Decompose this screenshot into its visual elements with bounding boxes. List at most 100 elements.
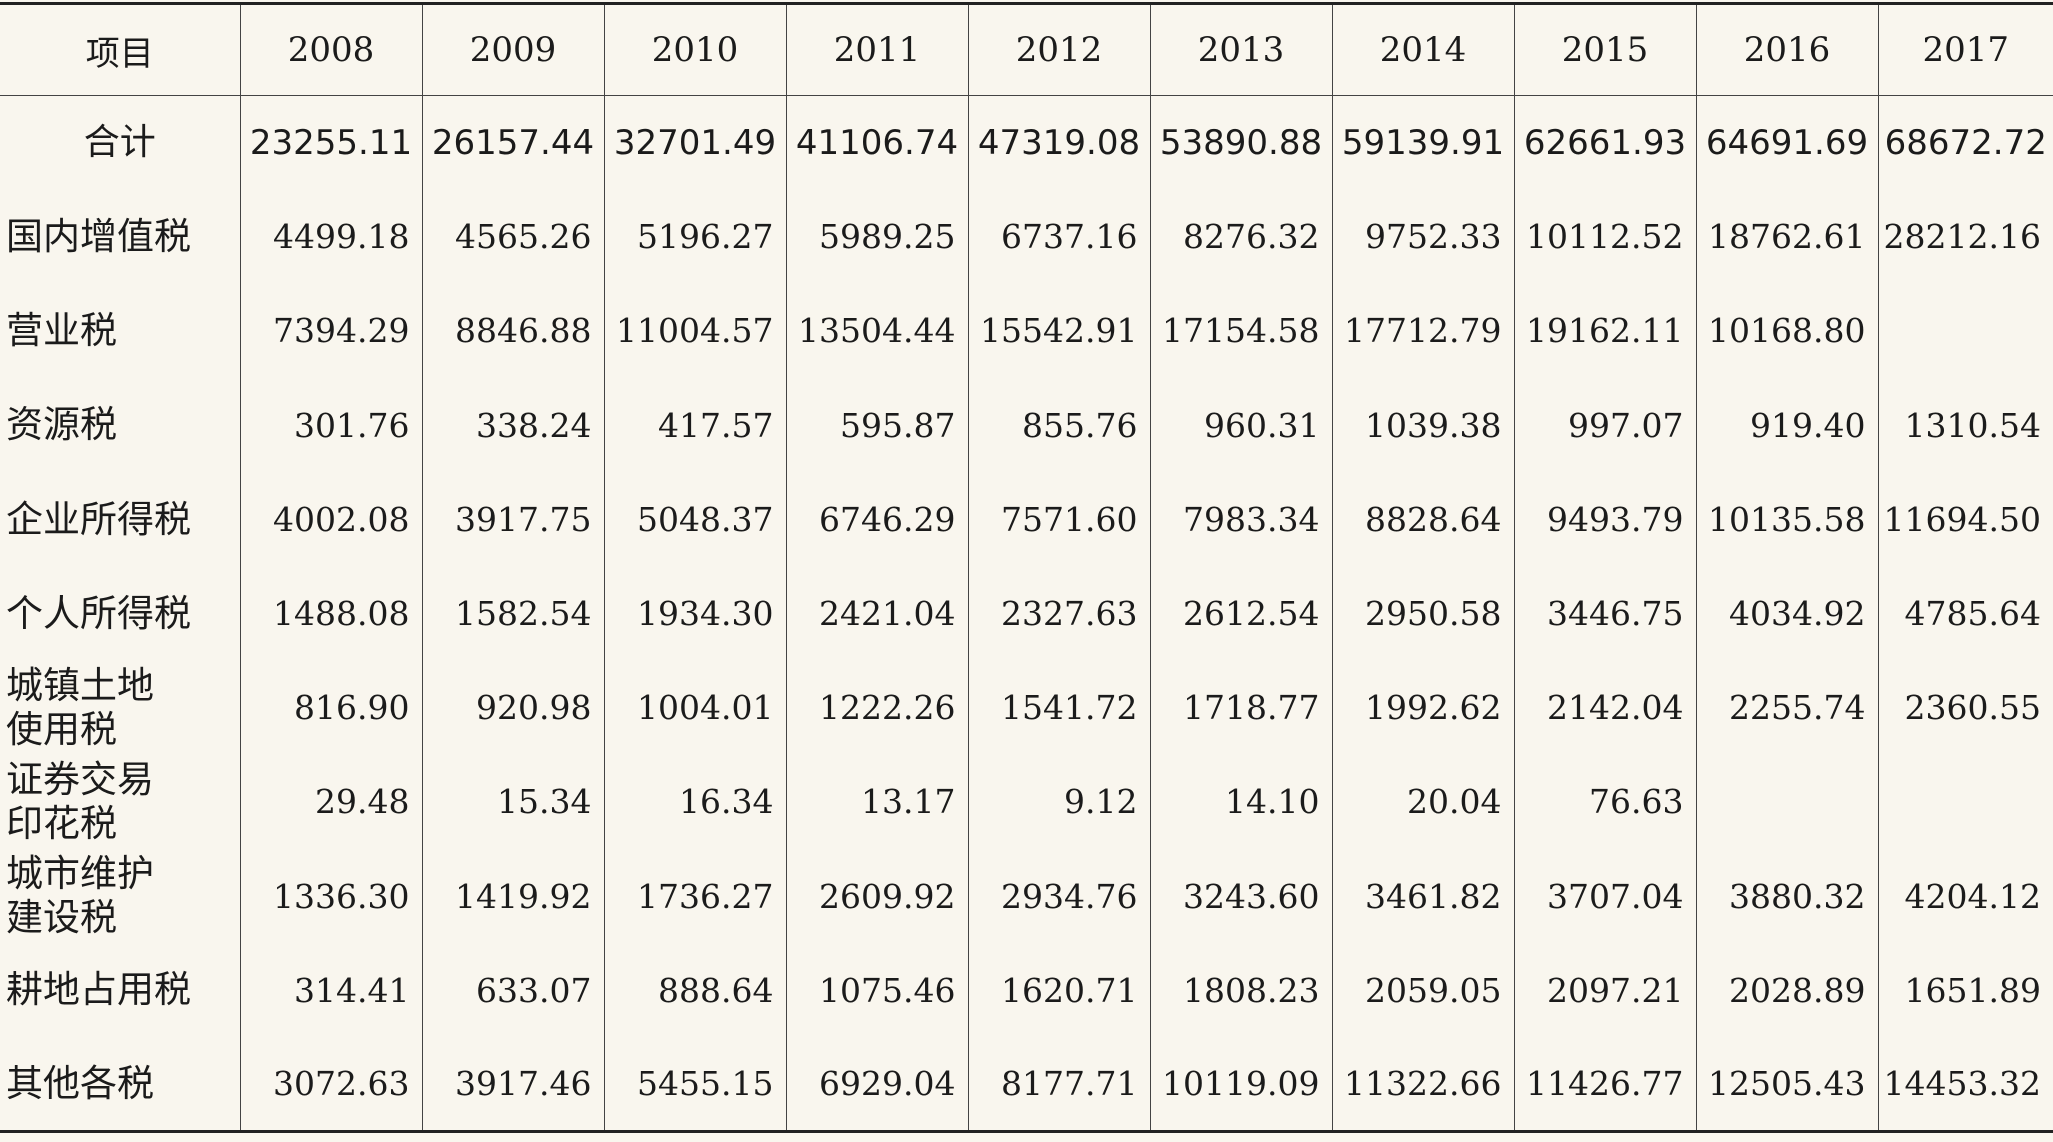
table-cell: 2934.76 <box>967 849 1150 944</box>
table-cell: 1620.71 <box>967 943 1150 1038</box>
row-label: 国内增值税 <box>6 214 191 258</box>
table-cell: 1541.72 <box>967 660 1150 755</box>
row-label-line: 城市维护 <box>6 852 154 896</box>
total-row: 合计 23255.11 26157.44 32701.49 41106.74 4… <box>0 95 2053 190</box>
table-cell: 633.07 <box>421 943 604 1038</box>
table-cell: 6746.29 <box>785 472 968 567</box>
table-cell: 17712.79 <box>1331 283 1514 379</box>
table-cell: 4002.08 <box>239 472 422 567</box>
table-cell: 3072.63 <box>239 1037 422 1132</box>
table-cell: 1582.54 <box>421 566 604 661</box>
table-cell: 17154.58 <box>1149 283 1332 379</box>
header-row: 项目 2008 2009 2010 2011 2012 2013 2014 20… <box>0 3 2053 96</box>
table-cell: 888.64 <box>603 943 786 1038</box>
table-cell: 20.04 <box>1331 754 1514 849</box>
table-cell: 1039.38 <box>1331 378 1514 473</box>
table-cell: 1934.30 <box>603 566 786 661</box>
table-row: 耕地占用税 314.41 633.07 888.64 1075.46 1620.… <box>0 943 2053 1038</box>
table-cell: 6737.16 <box>967 189 1150 284</box>
table-cell: 4204.12 <box>1877 849 2053 944</box>
table-cell: 1336.30 <box>239 849 422 944</box>
table-cell: 4785.64 <box>1877 566 2053 661</box>
table-cell: 3707.04 <box>1513 849 1696 944</box>
table-row: 城市维护 建设税 1336.30 1419.92 1736.27 2609.92 … <box>0 849 2053 944</box>
table-cell: 29.48 <box>239 754 422 849</box>
table-cell: 76.63 <box>1513 754 1696 849</box>
table-cell: 10135.58 <box>1695 472 1878 567</box>
table-cell: 6929.04 <box>785 1037 968 1132</box>
table-cell: 12505.43 <box>1695 1037 1878 1132</box>
row-label: 资源税 <box>6 403 117 447</box>
table-cell: 13.17 <box>785 754 968 849</box>
year-header: 2015 <box>1513 3 1696 96</box>
table-row: 城镇土地 使用税 816.90 920.98 1004.01 1222.26 15… <box>0 660 2053 755</box>
total-cell: 62661.93 <box>1513 95 1696 190</box>
table-cell: 14.10 <box>1149 754 1332 849</box>
table-cell: 816.90 <box>239 660 422 755</box>
table-cell: 15542.91 <box>967 283 1150 379</box>
table-cell: 855.76 <box>967 378 1150 473</box>
table-cell: 3917.46 <box>421 1037 604 1132</box>
table-cell: 16.34 <box>603 754 786 849</box>
total-cell: 53890.88 <box>1149 95 1332 190</box>
table-cell: 1736.27 <box>603 849 786 944</box>
table-cell: 11322.66 <box>1331 1037 1514 1132</box>
table-cell: 7394.29 <box>239 283 422 379</box>
table-cell: 2421.04 <box>785 566 968 661</box>
table-cell: 2142.04 <box>1513 660 1696 755</box>
table-cell: 1488.08 <box>239 566 422 661</box>
table-cell: 3446.75 <box>1513 566 1696 661</box>
year-header: 2012 <box>967 3 1150 96</box>
table-cell: 919.40 <box>1695 378 1878 473</box>
table-cell: 2059.05 <box>1331 943 1514 1038</box>
year-header: 2011 <box>785 3 968 96</box>
table-cell: 8276.32 <box>1149 189 1332 284</box>
table-cell: 1310.54 <box>1877 378 2053 473</box>
table-cell: 3243.60 <box>1149 849 1332 944</box>
row-label: 企业所得税 <box>6 497 191 541</box>
table-cell: 920.98 <box>421 660 604 755</box>
table-row: 营业税 7394.29 8846.88 11004.57 13504.44 15… <box>0 283 2053 379</box>
table-cell: 1419.92 <box>421 849 604 944</box>
table-cell: 10168.80 <box>1695 283 1878 379</box>
table-cell: 1222.26 <box>785 660 968 755</box>
row-label-line: 建设税 <box>6 896 117 940</box>
table-cell: 7983.34 <box>1149 472 1332 567</box>
table-cell: 2097.21 <box>1513 943 1696 1038</box>
row-label-line: 印花税 <box>6 801 117 845</box>
year-header: 2010 <box>603 3 786 96</box>
table-cell: 11426.77 <box>1513 1037 1696 1132</box>
row-label: 个人所得税 <box>6 591 191 635</box>
table-cell: 4499.18 <box>239 189 422 284</box>
table-cell: 5989.25 <box>785 189 968 284</box>
row-label: 城镇土地 使用税 <box>0 661 240 755</box>
table-cell: 997.07 <box>1513 378 1696 473</box>
row-label: 耕地占用税 <box>6 968 191 1012</box>
table-cell: 960.31 <box>1149 378 1332 473</box>
table-cell: 28212.16 <box>1877 189 2053 284</box>
table-cell: 2612.54 <box>1149 566 1332 661</box>
table-cell: 8846.88 <box>421 283 604 379</box>
row-label: 城市维护 建设税 <box>0 849 240 943</box>
table-cell: 8177.71 <box>967 1037 1150 1132</box>
year-header: 2014 <box>1331 3 1514 96</box>
total-cell: 59139.91 <box>1331 95 1514 190</box>
table-cell: 1075.46 <box>785 943 968 1038</box>
table-cell: 5048.37 <box>603 472 786 567</box>
row-label: 营业税 <box>6 309 117 353</box>
table-cell: 2360.55 <box>1877 660 2053 755</box>
table-cell: 3880.32 <box>1695 849 1878 944</box>
table-cell: 10119.09 <box>1149 1037 1332 1132</box>
table-cell: 7571.60 <box>967 472 1150 567</box>
table-cell: 5196.27 <box>603 189 786 284</box>
year-header: 2017 <box>1877 3 2053 96</box>
table-cell: 338.24 <box>421 378 604 473</box>
table-cell: 2950.58 <box>1331 566 1514 661</box>
year-header: 2009 <box>421 3 604 96</box>
table-cell: 1651.89 <box>1877 943 2053 1038</box>
table-cell: 13504.44 <box>785 283 968 379</box>
table-cell: 18762.61 <box>1695 189 1878 284</box>
table-cell: 1718.77 <box>1149 660 1332 755</box>
table-cell: 11694.50 <box>1877 472 2053 567</box>
